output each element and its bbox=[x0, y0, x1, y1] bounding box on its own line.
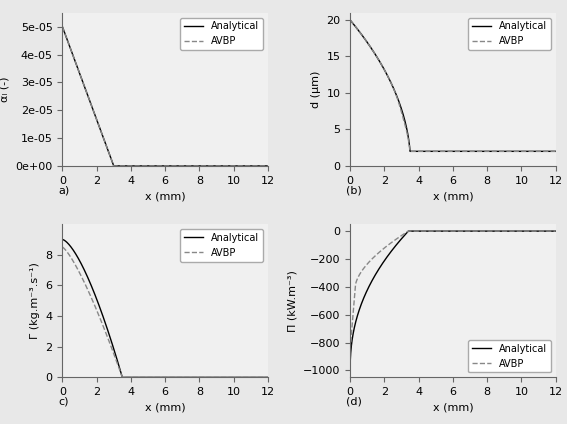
AVBP bbox=[407, 149, 413, 154]
Analytical bbox=[114, 359, 121, 364]
Analytical bbox=[77, 72, 83, 77]
AVBP bbox=[59, 245, 66, 250]
AVBP bbox=[552, 149, 559, 154]
Legend: Analytical, AVBP: Analytical, AVBP bbox=[468, 340, 551, 373]
Analytical bbox=[370, 275, 377, 280]
Line: Analytical: Analytical bbox=[62, 27, 268, 166]
AVBP bbox=[552, 229, 559, 234]
AVBP bbox=[79, 277, 86, 282]
AVBP bbox=[212, 163, 219, 168]
Analytical bbox=[79, 265, 86, 270]
Analytical bbox=[552, 229, 559, 234]
Analytical bbox=[86, 278, 92, 283]
Legend: Analytical, AVBP: Analytical, AVBP bbox=[180, 17, 263, 50]
AVBP bbox=[82, 86, 88, 91]
Line: Analytical: Analytical bbox=[350, 20, 556, 151]
AVBP bbox=[77, 72, 83, 77]
Line: AVBP: AVBP bbox=[62, 247, 268, 377]
AVBP bbox=[119, 375, 126, 380]
Analytical bbox=[402, 120, 409, 125]
AVBP bbox=[152, 375, 159, 380]
AVBP bbox=[346, 17, 353, 22]
Text: (d): (d) bbox=[346, 397, 362, 407]
X-axis label: x (mm): x (mm) bbox=[145, 403, 185, 413]
AVBP bbox=[111, 163, 117, 168]
AVBP bbox=[114, 361, 121, 366]
Analytical bbox=[367, 45, 374, 50]
Analytical bbox=[264, 163, 271, 168]
Line: AVBP: AVBP bbox=[350, 231, 556, 349]
Analytical bbox=[106, 152, 113, 157]
Analytical bbox=[212, 163, 219, 168]
Analytical bbox=[552, 149, 559, 154]
Text: a): a) bbox=[58, 186, 70, 195]
Line: AVBP: AVBP bbox=[350, 20, 556, 151]
Analytical bbox=[215, 375, 222, 380]
Analytical bbox=[373, 54, 380, 59]
Analytical bbox=[502, 149, 509, 154]
Analytical bbox=[59, 24, 66, 29]
Analytical bbox=[383, 255, 390, 260]
AVBP bbox=[358, 268, 365, 273]
AVBP bbox=[145, 163, 152, 168]
AVBP bbox=[367, 45, 374, 50]
AVBP bbox=[385, 243, 392, 248]
Analytical bbox=[59, 237, 66, 242]
Text: c): c) bbox=[58, 397, 69, 407]
Analytical bbox=[405, 229, 412, 234]
X-axis label: x (mm): x (mm) bbox=[433, 403, 473, 413]
AVBP bbox=[264, 163, 271, 168]
X-axis label: x (mm): x (mm) bbox=[433, 191, 473, 201]
AVBP bbox=[439, 149, 446, 154]
Analytical bbox=[111, 163, 117, 168]
Analytical bbox=[407, 149, 413, 154]
Y-axis label: Π (kW.m⁻³): Π (kW.m⁻³) bbox=[287, 270, 298, 332]
AVBP bbox=[356, 272, 363, 277]
Analytical bbox=[385, 253, 392, 258]
Analytical bbox=[377, 264, 384, 269]
AVBP bbox=[377, 249, 384, 254]
Line: AVBP: AVBP bbox=[62, 27, 268, 166]
AVBP bbox=[79, 79, 86, 84]
Y-axis label: d (μm): d (μm) bbox=[311, 71, 321, 108]
Legend: Analytical, AVBP: Analytical, AVBP bbox=[180, 229, 263, 262]
AVBP bbox=[346, 347, 353, 352]
Analytical bbox=[83, 271, 90, 276]
AVBP bbox=[86, 290, 92, 295]
Line: Analytical: Analytical bbox=[62, 240, 268, 377]
Analytical bbox=[264, 375, 271, 380]
AVBP bbox=[215, 375, 222, 380]
Analytical bbox=[356, 307, 363, 312]
Legend: Analytical, AVBP: Analytical, AVBP bbox=[468, 17, 551, 50]
AVBP bbox=[383, 243, 390, 248]
Analytical bbox=[79, 79, 86, 84]
AVBP bbox=[405, 229, 412, 234]
Analytical bbox=[370, 50, 377, 55]
Y-axis label: αₗ (-): αₗ (-) bbox=[0, 77, 10, 102]
AVBP bbox=[502, 149, 509, 154]
Analytical bbox=[119, 375, 126, 380]
Analytical bbox=[82, 86, 88, 91]
Analytical bbox=[358, 300, 365, 305]
Analytical bbox=[145, 163, 152, 168]
AVBP bbox=[59, 24, 66, 29]
AVBP bbox=[402, 123, 409, 128]
AVBP bbox=[370, 255, 377, 260]
AVBP bbox=[264, 375, 271, 380]
AVBP bbox=[83, 284, 90, 289]
Analytical bbox=[346, 368, 353, 373]
Analytical bbox=[346, 17, 353, 22]
Analytical bbox=[152, 375, 159, 380]
Text: (b): (b) bbox=[346, 186, 362, 195]
AVBP bbox=[106, 152, 113, 157]
AVBP bbox=[373, 54, 380, 59]
X-axis label: x (mm): x (mm) bbox=[145, 191, 185, 201]
AVBP bbox=[370, 50, 377, 55]
Line: Analytical: Analytical bbox=[350, 231, 556, 371]
Analytical bbox=[439, 149, 446, 154]
Y-axis label: Γ (kg.m⁻³.s⁻¹): Γ (kg.m⁻³.s⁻¹) bbox=[30, 262, 40, 339]
